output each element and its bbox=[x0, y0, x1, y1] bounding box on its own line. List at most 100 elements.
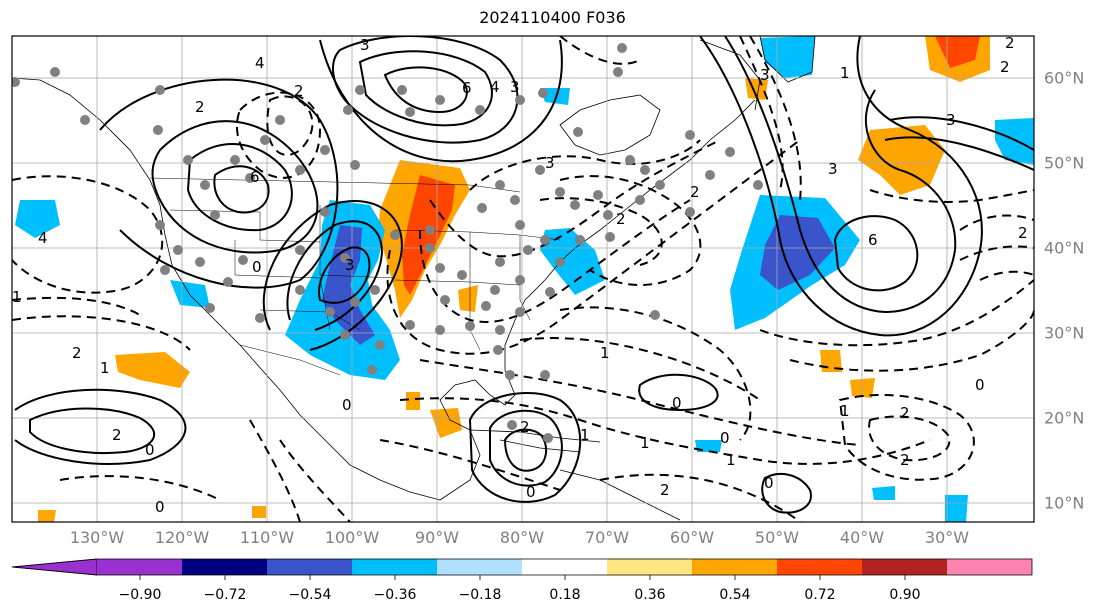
lon-label: 130°W bbox=[69, 528, 125, 547]
contour-label: 2 bbox=[660, 481, 670, 499]
contour-label: 2 bbox=[72, 344, 82, 362]
colorbar-segment bbox=[522, 559, 607, 575]
map-title: 2024110400 F036 bbox=[479, 8, 626, 27]
lat-label: 50°N bbox=[1044, 153, 1085, 173]
stations bbox=[12, 43, 763, 443]
contour-label: 0 bbox=[975, 376, 985, 394]
contour-label: 6 bbox=[250, 168, 260, 186]
contour-label: 2 bbox=[900, 451, 910, 469]
contour-label: 2 bbox=[1000, 58, 1010, 76]
contour-label: 1 bbox=[600, 344, 610, 362]
contour-label: 2 bbox=[520, 418, 530, 436]
contour-label: 1 bbox=[840, 64, 850, 82]
contour-label: 2 bbox=[616, 210, 626, 228]
contour-label: 4 bbox=[490, 78, 500, 96]
colorbar bbox=[11, 558, 1033, 580]
cool-region bbox=[945, 495, 968, 522]
warm-region bbox=[406, 392, 420, 410]
lat-label: 40°N bbox=[1044, 238, 1085, 258]
warm-region bbox=[858, 125, 945, 195]
colorbar-segment bbox=[182, 559, 267, 575]
lon-label: 50°W bbox=[754, 528, 800, 547]
contour-label: 4 bbox=[255, 54, 265, 72]
lat-label: 20°N bbox=[1044, 408, 1085, 428]
contour-label: 1 bbox=[840, 402, 850, 420]
colorbar-tick-label: 0.18 bbox=[549, 587, 581, 603]
colorbar-segment bbox=[692, 559, 777, 575]
colorbar-segment bbox=[11, 558, 98, 576]
colorbar-segment bbox=[607, 559, 692, 575]
map-frame bbox=[11, 35, 1035, 523]
colorbar-tick-label: −0.72 bbox=[203, 587, 247, 603]
contour-label: 2 bbox=[294, 82, 304, 100]
contour-label: 0 bbox=[720, 429, 730, 447]
warm-region bbox=[458, 285, 478, 312]
contour-labels: 4 2 1 0 0 0 2 1 0 2 2 1 0 3 3 6 4 3 2 2 … bbox=[12, 36, 1028, 516]
hot-region bbox=[935, 36, 980, 68]
colorbar-segment bbox=[947, 559, 1032, 575]
colorbar-segment bbox=[437, 559, 522, 575]
lon-label: 60°W bbox=[669, 528, 715, 547]
colorbar-tick-label: 0.90 bbox=[889, 587, 921, 603]
contour-label: 0 bbox=[145, 441, 155, 459]
warm-region bbox=[252, 506, 266, 518]
contour-label: 0 bbox=[155, 498, 165, 516]
contour-label: 2 bbox=[1018, 224, 1028, 242]
contour-label: 3 bbox=[760, 66, 770, 84]
contour-label: 2 bbox=[900, 404, 910, 422]
contour-label: 0 bbox=[342, 396, 352, 414]
colorbar-tick-label: −0.36 bbox=[373, 587, 417, 603]
map-plot-area: 4 2 1 0 0 0 2 1 0 2 2 1 0 3 3 6 4 3 2 2 … bbox=[12, 36, 1034, 522]
contour-label: 1 bbox=[726, 451, 736, 469]
contour-label: 0 bbox=[764, 474, 774, 492]
contour-label: 0 bbox=[252, 258, 262, 276]
lon-label: 30°W bbox=[924, 528, 970, 547]
contour-label: 1 bbox=[580, 426, 590, 444]
colorbar-segment bbox=[352, 559, 437, 575]
colorbar-segment bbox=[267, 559, 352, 575]
warm-region bbox=[430, 408, 462, 438]
lon-label: 120°W bbox=[154, 528, 210, 547]
colorbar-segment bbox=[777, 559, 862, 575]
solid-contours bbox=[14, 36, 1034, 514]
contour-label: 3 bbox=[545, 154, 555, 172]
contour-label: 3 bbox=[360, 36, 370, 54]
contour-label: 3 bbox=[946, 111, 956, 129]
colorbar-tick-label: −0.90 bbox=[118, 587, 162, 603]
cool-region bbox=[760, 36, 815, 78]
contour-label: 1 bbox=[100, 359, 110, 377]
cool-region bbox=[872, 486, 895, 500]
colorbar-outline bbox=[11, 558, 1033, 576]
colorbar-tick-label: 0.54 bbox=[719, 587, 751, 603]
shaded-anomalies bbox=[15, 36, 1034, 522]
warm-region bbox=[115, 352, 190, 388]
contour-label: 3 bbox=[510, 78, 520, 96]
lat-label: 10°N bbox=[1044, 493, 1085, 513]
colorbar-segment bbox=[862, 559, 947, 575]
lon-label: 90°W bbox=[414, 528, 460, 547]
contour-label: 6 bbox=[868, 231, 878, 249]
colorbar-tick-label: −0.54 bbox=[288, 587, 332, 603]
warm-region bbox=[850, 378, 875, 398]
lat-label: 60°N bbox=[1044, 68, 1085, 88]
lon-label: 100°W bbox=[324, 528, 380, 547]
contour-label: 1 bbox=[12, 288, 22, 306]
contour-label: 3 bbox=[828, 160, 838, 178]
contour-label: 1 bbox=[640, 434, 650, 452]
colorbar-segment bbox=[97, 559, 182, 575]
cool-region bbox=[170, 280, 210, 308]
cool-region bbox=[540, 228, 605, 295]
contour-label: 2 bbox=[690, 183, 700, 201]
lon-label: 70°W bbox=[584, 528, 630, 547]
lon-label: 110°W bbox=[239, 528, 295, 547]
colorbar-tick-label: −0.18 bbox=[458, 587, 502, 603]
contour-label: 3 bbox=[345, 256, 355, 274]
lon-label: 80°W bbox=[499, 528, 545, 547]
cool-region bbox=[15, 200, 60, 238]
dashed-contours bbox=[12, 36, 1034, 522]
contour-label: 0 bbox=[526, 483, 536, 501]
warm-region bbox=[38, 510, 56, 522]
contour-label: 0 bbox=[672, 394, 682, 412]
colorbar-tick-label: 0.36 bbox=[634, 587, 666, 603]
